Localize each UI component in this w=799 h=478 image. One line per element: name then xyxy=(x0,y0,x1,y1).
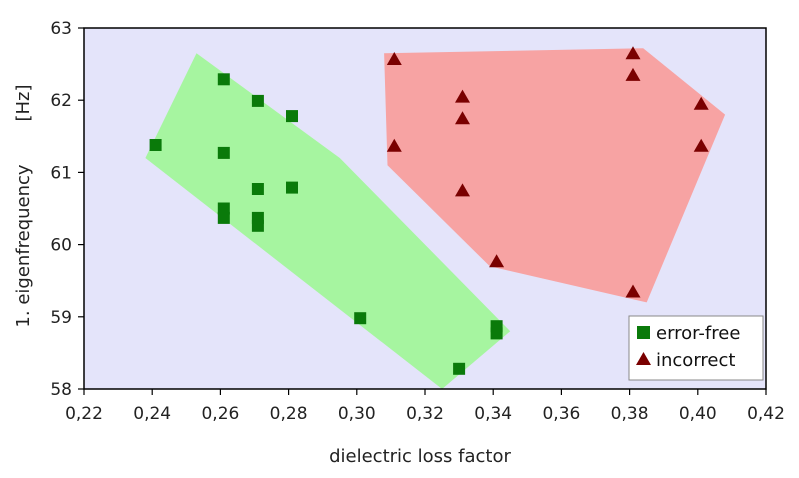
y-axis-ticks: 58 59 60 61 62 63 xyxy=(50,19,84,400)
legend-label-error-free: error-free xyxy=(656,323,740,344)
error-free-point xyxy=(251,219,264,232)
cluster-regions xyxy=(145,48,726,390)
incorrect-point xyxy=(693,96,709,110)
legend-label-incorrect: incorrect xyxy=(656,350,735,371)
incorrect-point xyxy=(625,46,641,60)
error-free-point xyxy=(251,94,264,107)
y-axis-title: 1. eigenfrequency xyxy=(13,164,34,328)
x-tick-label: 0,26 xyxy=(201,404,239,424)
error-free-point xyxy=(217,211,230,224)
error-free-point xyxy=(217,202,230,215)
error-free-point xyxy=(286,181,298,194)
incorrect-point xyxy=(625,67,641,81)
x-axis-title: dielectric loss factor xyxy=(329,446,511,467)
y-tick-label: 63 xyxy=(50,19,72,39)
y-tick-label: 59 xyxy=(50,308,72,328)
legend-box xyxy=(628,315,764,381)
error-free-point xyxy=(286,110,298,123)
x-tick-label: 0,42 xyxy=(747,404,785,424)
error-free-point xyxy=(217,146,230,159)
error-free-point xyxy=(354,312,367,325)
x-tick-label: 0,34 xyxy=(474,404,512,424)
y-tick-label: 60 xyxy=(50,236,72,256)
incorrect-point xyxy=(693,138,709,152)
error-free-point xyxy=(251,183,264,195)
x-tick-label: 0,32 xyxy=(406,404,444,424)
x-tick-label: 0,30 xyxy=(338,404,376,424)
y-tick-label: 58 xyxy=(50,380,72,400)
error-free-region xyxy=(145,53,511,390)
legend-square-marker xyxy=(637,326,650,339)
error-free-point xyxy=(453,362,466,375)
error-free-point xyxy=(490,327,503,340)
y-tick-label: 62 xyxy=(50,91,72,111)
incorrect-region xyxy=(384,48,726,303)
incorrect-point xyxy=(455,89,470,103)
y-axis-unit: [Hz] xyxy=(13,84,34,121)
x-tick-label: 0,38 xyxy=(611,404,649,424)
legend-triangle-marker xyxy=(636,352,651,365)
data-markers xyxy=(149,46,709,375)
incorrect-point xyxy=(489,254,505,268)
x-tick-label: 0,22 xyxy=(65,404,103,424)
incorrect-point xyxy=(455,183,470,197)
incorrect-point xyxy=(386,138,402,152)
incorrect-point xyxy=(386,52,402,65)
error-free-point xyxy=(149,139,162,151)
x-tick-label: 0,36 xyxy=(542,404,580,424)
x-axis-ticks: 0,22 0,24 0,26 0,28 0,30 0,32 0,34 0,36 0,38 0,40… xyxy=(65,389,785,424)
incorrect-point xyxy=(455,111,470,125)
error-free-point xyxy=(217,73,230,86)
x-tick-label: 0,24 xyxy=(133,404,171,424)
legend: error-free incorrect xyxy=(628,315,764,381)
x-tick-label: 0,28 xyxy=(270,404,308,424)
incorrect-point xyxy=(625,284,641,298)
y-tick-label: 61 xyxy=(50,163,72,183)
x-tick-label: 0,40 xyxy=(679,404,717,424)
